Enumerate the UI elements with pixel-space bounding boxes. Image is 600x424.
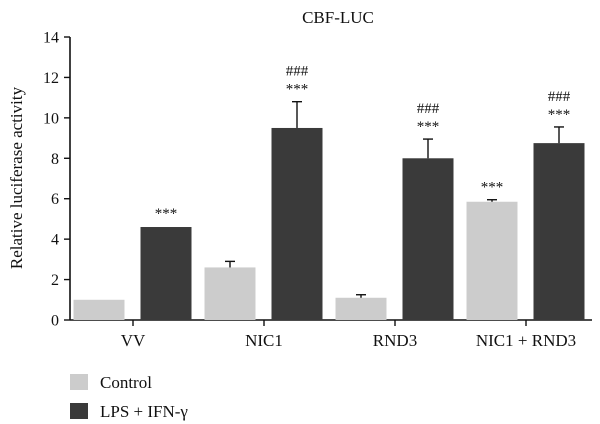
axes: 0 2 4 6 8 10 12 14 VV NIC1 RND3 NIC1 + RND3	[43, 30, 592, 350]
significance-label: ###	[417, 101, 440, 117]
bar-control	[73, 299, 125, 320]
x-category-label: NIC1 + RND3	[476, 331, 576, 350]
significance-label: ###	[286, 64, 309, 80]
y-tick-label: 10	[43, 110, 59, 127]
significance-label: ***	[286, 82, 309, 98]
significance-label: ###	[548, 89, 571, 105]
x-category-label: RND3	[373, 331, 417, 350]
y-tick-label: 8	[51, 151, 59, 168]
y-tick-label: 12	[43, 70, 59, 87]
y-axis-label: Relative luciferase activity	[7, 86, 26, 269]
significance-label: ***	[481, 180, 504, 196]
y-tick-label: 14	[43, 30, 59, 47]
x-category-label: VV	[121, 331, 146, 350]
chart-title: CBF-LUC	[302, 8, 374, 27]
legend-label: Control	[100, 373, 152, 392]
bar-lps-ifn	[140, 227, 192, 320]
bar-lps-ifn	[402, 158, 454, 320]
bars: *** *** ### *** ### *** *** ###	[73, 64, 585, 320]
legend: Control LPS + IFN-γ	[70, 373, 188, 421]
legend-swatch	[70, 403, 88, 419]
bar-control	[466, 201, 518, 320]
legend-label: LPS + IFN-γ	[100, 402, 188, 421]
bar-control	[335, 297, 387, 320]
significance-label: ***	[548, 107, 571, 123]
bar-lps-ifn	[271, 127, 323, 320]
y-tick-label: 2	[51, 272, 59, 289]
bar-lps-ifn	[533, 143, 585, 320]
significance-label: ***	[417, 119, 440, 135]
bar-control	[204, 267, 256, 320]
significance-label: ***	[155, 206, 178, 222]
y-tick-label: 6	[51, 191, 59, 208]
legend-swatch	[70, 374, 88, 390]
x-category-label: NIC1	[245, 331, 283, 350]
y-tick-label: 0	[51, 313, 59, 330]
y-tick-label: 4	[51, 232, 59, 249]
